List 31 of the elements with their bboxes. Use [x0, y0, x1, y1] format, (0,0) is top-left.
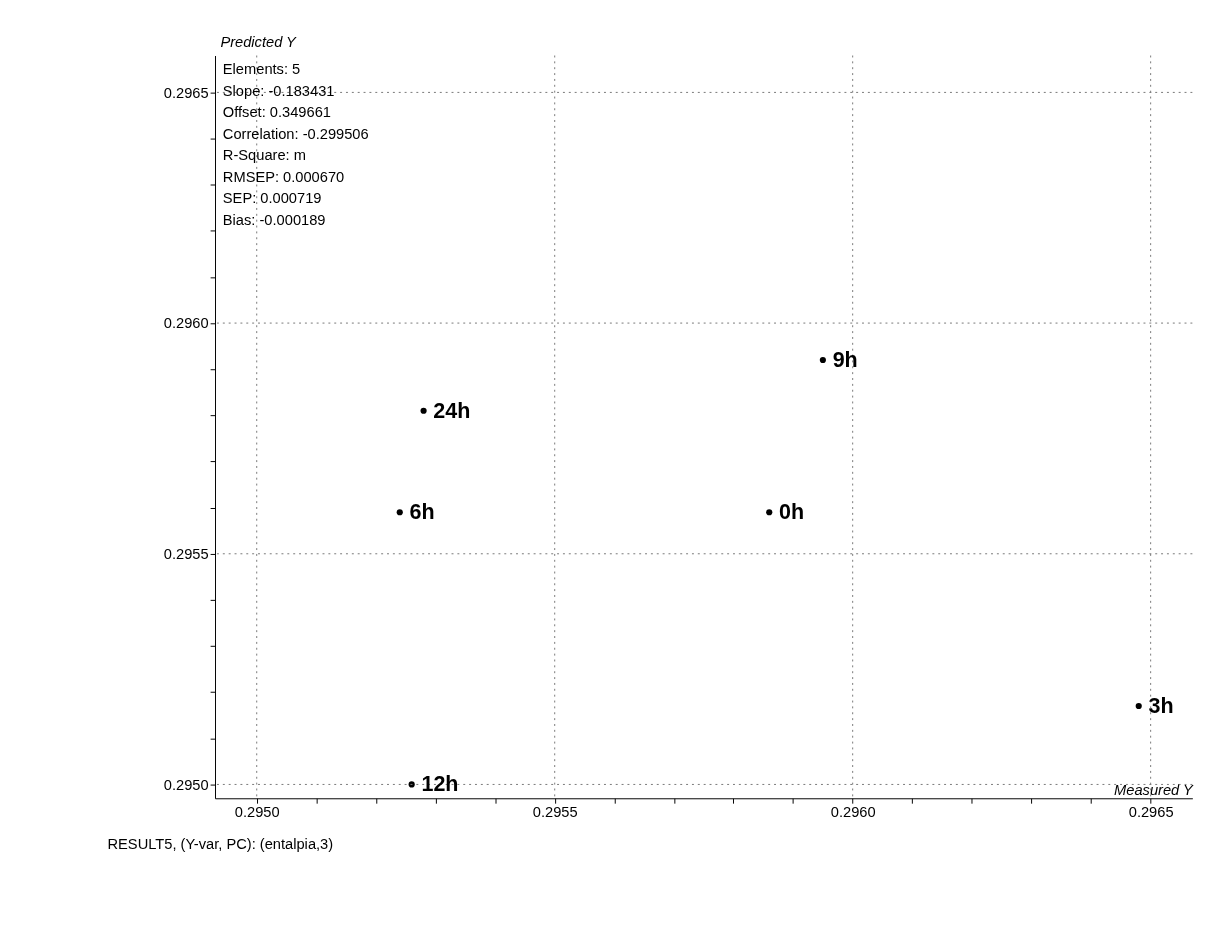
y-tick-label: 0.2950 — [163, 776, 209, 793]
point — [819, 356, 826, 364]
annotation: Slope: -0.183431 — [222, 82, 335, 99]
annotation: R-Square: m — [222, 147, 306, 164]
annotation: 12h — [421, 772, 459, 797]
x-tick-label: 0.2960 — [830, 804, 876, 821]
y-tick-label: 0.2965 — [163, 84, 209, 101]
annotation: 0h — [779, 500, 805, 525]
annotation: Offset: 0.349661 — [222, 104, 331, 121]
x-axis-title: Measured Y — [1114, 781, 1195, 798]
point — [408, 781, 415, 788]
y-tick-label: 0.2955 — [163, 546, 209, 563]
annotation: Correlation: -0.299506 — [222, 125, 369, 142]
x-tick-label: 0.2955 — [532, 804, 578, 821]
point — [766, 509, 773, 516]
text: RESULT5, (Y-var, PC): (entalpia,3) — [107, 836, 334, 853]
annotation: SEP: 0.000719 — [222, 190, 322, 207]
point — [396, 509, 403, 516]
annotation: RMSEP: 0.000670 — [222, 168, 345, 185]
point — [1135, 702, 1142, 710]
point — [420, 407, 427, 414]
annotation: 9h — [832, 347, 858, 372]
annotation: 6h — [409, 500, 435, 525]
x-tick-label: 0.2965 — [1128, 804, 1174, 821]
y-tick-label: 0.2960 — [163, 315, 209, 332]
annotation: Bias: -0.000189 — [222, 211, 326, 228]
annotation: 24h — [433, 398, 471, 423]
annotation: Elements: 5 — [222, 61, 301, 78]
annotation: 3h — [1148, 693, 1174, 718]
y-axis-title: Predicted Y — [220, 34, 298, 51]
x-tick-label: 0.2950 — [234, 804, 280, 821]
